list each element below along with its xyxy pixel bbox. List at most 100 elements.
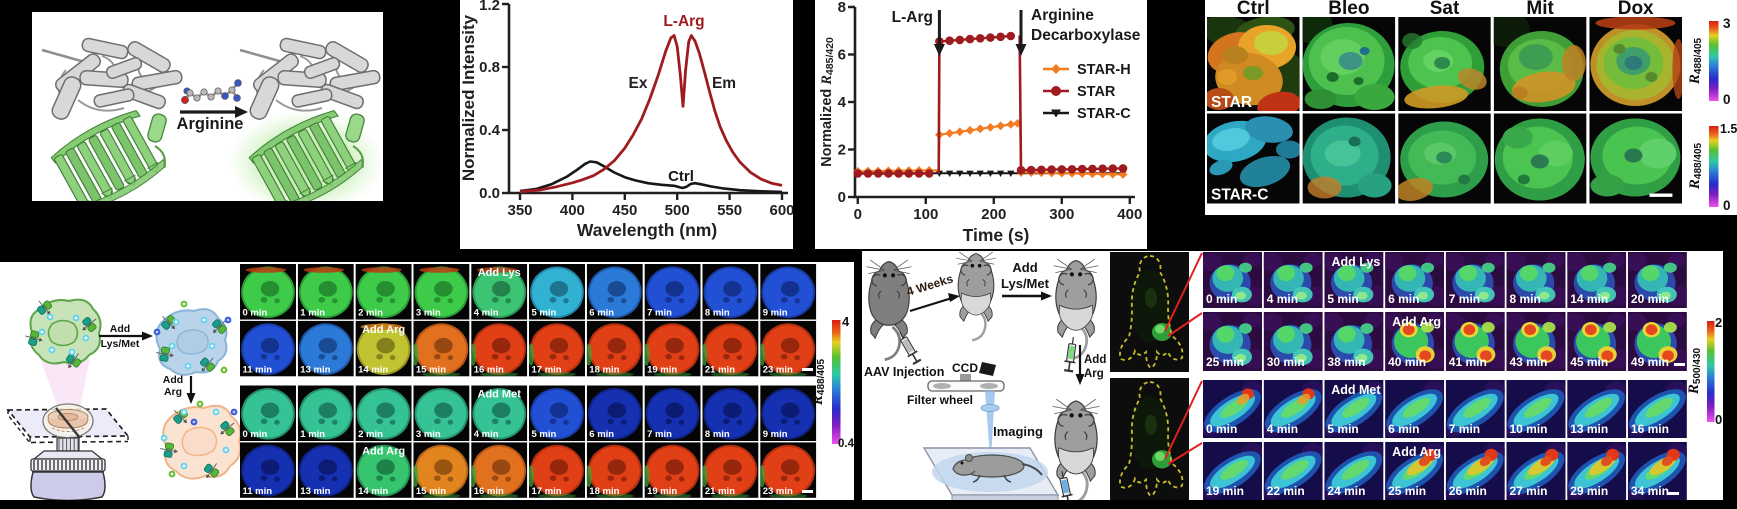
svg-text:100: 100: [913, 206, 938, 223]
svg-text:0: 0: [838, 189, 846, 206]
svg-text:2: 2: [838, 142, 846, 159]
svg-text:41 min: 41 min: [1449, 355, 1487, 369]
svg-text:300: 300: [1049, 206, 1074, 223]
svg-text:15 min: 15 min: [416, 364, 446, 375]
svg-text:5 min: 5 min: [532, 429, 557, 440]
svg-text:40 min: 40 min: [1388, 355, 1426, 369]
svg-text:0 min: 0 min: [1206, 422, 1237, 436]
svg-text:Decarboxylase: Decarboxylase: [1031, 27, 1141, 44]
svg-text:Add: Add: [1012, 260, 1037, 275]
svg-text:Sat: Sat: [1430, 0, 1460, 19]
svg-text:7 min: 7 min: [1449, 422, 1480, 436]
svg-text:STAR-C: STAR-C: [1211, 187, 1268, 204]
svg-text:0 min: 0 min: [243, 308, 268, 319]
svg-text:Add Arg: Add Arg: [1392, 315, 1441, 329]
svg-text:0.4: 0.4: [479, 122, 501, 139]
svg-text:17 min: 17 min: [532, 486, 562, 497]
svg-text:Time (s): Time (s): [963, 225, 1030, 245]
svg-text:24 min: 24 min: [1327, 484, 1365, 498]
svg-text:7 min: 7 min: [647, 429, 672, 440]
svg-text:0 min: 0 min: [1206, 292, 1237, 306]
svg-text:11 min: 11 min: [243, 486, 273, 497]
svg-text:400: 400: [560, 202, 585, 219]
svg-text:30 min: 30 min: [1267, 355, 1305, 369]
svg-text:0.4: 0.4: [838, 438, 854, 450]
svg-text:600: 600: [769, 202, 793, 219]
svg-text:14 min: 14 min: [358, 364, 388, 375]
svg-text:Add Arg: Add Arg: [362, 445, 405, 457]
svg-text:38 min: 38 min: [1327, 355, 1365, 369]
svg-text:Ex: Ex: [629, 75, 648, 92]
svg-text:2 min: 2 min: [358, 429, 383, 440]
svg-text:Add Arg: Add Arg: [1392, 445, 1441, 459]
svg-text:15 min: 15 min: [416, 486, 446, 497]
svg-text:4: 4: [842, 314, 850, 329]
svg-text:5 min: 5 min: [1327, 422, 1358, 436]
svg-text:4 min: 4 min: [1267, 422, 1298, 436]
svg-text:AAV Injection: AAV Injection: [864, 365, 944, 379]
svg-text:4 Weeks: 4 Weeks: [905, 271, 955, 298]
svg-text:45 min: 45 min: [1570, 355, 1608, 369]
svg-text:16 min: 16 min: [474, 486, 504, 497]
svg-text:Add Lys: Add Lys: [1331, 255, 1380, 269]
svg-text:Filter wheel: Filter wheel: [907, 393, 973, 407]
svg-text:18 min: 18 min: [589, 486, 619, 497]
svg-text:25 min: 25 min: [1206, 355, 1244, 369]
svg-text:20 min: 20 min: [1631, 292, 1669, 306]
svg-text:Add: Add: [110, 323, 130, 335]
svg-text:L-Arg: L-Arg: [892, 9, 933, 26]
svg-text:400: 400: [1117, 206, 1142, 223]
svg-text:Arg: Arg: [1084, 368, 1104, 380]
svg-text:7 min: 7 min: [1449, 292, 1480, 306]
svg-text:1.2: 1.2: [479, 0, 500, 14]
svg-text:R488/405: R488/405: [1687, 37, 1704, 85]
svg-text:23 min: 23 min: [763, 486, 793, 497]
svg-text:25 min: 25 min: [1388, 484, 1426, 498]
svg-text:3 min: 3 min: [416, 308, 441, 319]
svg-text:26 min: 26 min: [1449, 484, 1487, 498]
svg-text:34 min: 34 min: [1631, 484, 1669, 498]
svg-text:6 min: 6 min: [589, 429, 614, 440]
svg-text:Lys/Met: Lys/Met: [101, 338, 140, 350]
svg-text:Lys/Met: Lys/Met: [1001, 276, 1050, 291]
svg-text:R488/405: R488/405: [1687, 142, 1704, 190]
svg-text:19 min: 19 min: [1206, 484, 1244, 498]
svg-text:4: 4: [838, 94, 847, 111]
svg-text:9 min: 9 min: [763, 308, 788, 319]
svg-text:0.8: 0.8: [479, 59, 500, 76]
svg-text:19 min: 19 min: [647, 486, 677, 497]
svg-text:R488/405: R488/405: [810, 358, 827, 406]
svg-text:16 min: 16 min: [1631, 422, 1669, 436]
svg-text:8 min: 8 min: [705, 308, 730, 319]
svg-text:Imaging: Imaging: [993, 424, 1043, 439]
svg-text:CCD: CCD: [952, 361, 978, 375]
svg-text:23 min: 23 min: [763, 364, 793, 375]
svg-text:11 min: 11 min: [243, 364, 273, 375]
svg-text:3 min: 3 min: [416, 429, 441, 440]
svg-text:450: 450: [612, 202, 637, 219]
svg-text:29 min: 29 min: [1570, 484, 1608, 498]
svg-text:0: 0: [854, 206, 862, 223]
svg-text:19 min: 19 min: [647, 364, 677, 375]
svg-text:5 min: 5 min: [532, 308, 557, 319]
svg-text:4 min: 4 min: [1267, 292, 1298, 306]
svg-text:0: 0: [1715, 412, 1722, 427]
svg-text:Add: Add: [163, 374, 183, 386]
svg-text:STAR: STAR: [1211, 94, 1252, 111]
svg-text:7 min: 7 min: [647, 308, 672, 319]
svg-text:16 min: 16 min: [474, 364, 504, 375]
svg-text:43 min: 43 min: [1510, 355, 1548, 369]
svg-text:14 min: 14 min: [1570, 292, 1608, 306]
svg-text:2: 2: [1715, 315, 1722, 330]
svg-text:8: 8: [838, 0, 846, 16]
svg-text:Dox: Dox: [1618, 0, 1654, 19]
svg-text:Normalized R485/420: Normalized R485/420: [819, 37, 836, 167]
svg-text:STAR-C: STAR-C: [1077, 106, 1131, 122]
svg-text:Normalized Intensity: Normalized Intensity: [460, 14, 478, 181]
svg-text:Bleo: Bleo: [1328, 0, 1369, 19]
svg-text:0: 0: [1723, 198, 1731, 213]
svg-text:Add Met: Add Met: [478, 389, 522, 401]
svg-text:8 min: 8 min: [1510, 292, 1541, 306]
svg-text:27 min: 27 min: [1510, 484, 1548, 498]
svg-text:5 min: 5 min: [1327, 292, 1358, 306]
